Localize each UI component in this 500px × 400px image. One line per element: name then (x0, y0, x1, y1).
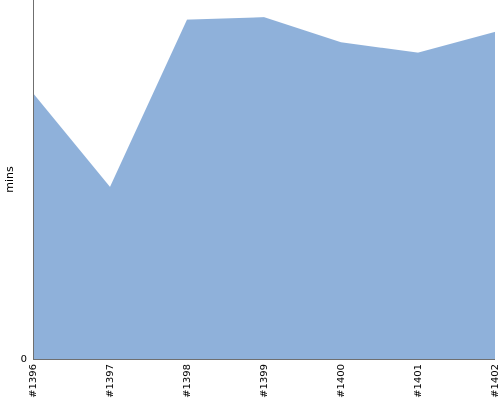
x-tick-label: #1402 (490, 364, 500, 398)
y-tick-labels: 0 (21, 354, 27, 365)
x-tick-label: #1398 (182, 364, 193, 398)
y-axis-title: mins (3, 166, 16, 193)
x-tick-label: #1396 (28, 364, 39, 398)
x-tick-label: #1400 (336, 364, 347, 398)
x-tick-label: #1401 (413, 364, 424, 398)
x-tick-labels: #1396 #1397 #1398 #1399 #1400 #1401 #1402 (28, 364, 500, 398)
x-tick-label: #1399 (259, 364, 270, 398)
y-tick-label: 0 (21, 354, 27, 365)
area-layer (33, 17, 495, 359)
axes (33, 0, 495, 360)
x-tick-label: #1397 (105, 364, 116, 398)
series-area (33, 17, 495, 359)
